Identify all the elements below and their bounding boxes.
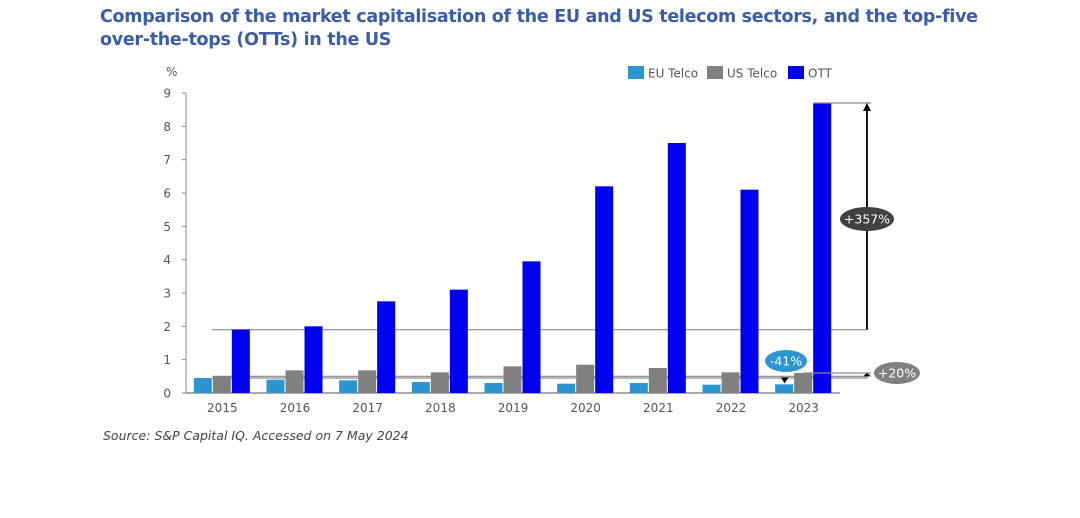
x-tick-label: 2021	[643, 401, 674, 415]
annotations: +357% +20% -41%	[765, 102, 920, 384]
bar-us-telco-2017	[358, 370, 377, 393]
eu-telco-growth-label: -41%	[770, 354, 802, 369]
bar-us-telco-2020	[576, 364, 595, 393]
legend: EU Telco US Telco OTT	[628, 66, 833, 81]
y-tick-label: 7	[163, 153, 171, 167]
us-telco-growth-label: +20%	[878, 366, 916, 381]
x-tick-label: 2015	[207, 401, 238, 415]
x-tick-label: 2018	[425, 401, 456, 415]
bar-us-telco-2019	[503, 366, 522, 393]
chart-title: Comparison of the market capitalisation …	[100, 7, 978, 50]
bar-eu-telco-2020	[557, 383, 576, 393]
y-tick-label: 3	[163, 287, 171, 301]
legend-label-eu-telco: EU Telco	[648, 67, 698, 81]
source-note: Source: S&P Capital IQ. Accessed on 7 Ma…	[103, 428, 409, 443]
y-tick-label: 6	[163, 187, 171, 201]
bar-ott-2017	[377, 301, 396, 393]
bar-us-telco-2015	[212, 376, 231, 393]
bar-eu-telco-2017	[339, 380, 358, 393]
us-telco-growth-badge	[874, 362, 920, 384]
y-tick-label: 5	[163, 220, 171, 234]
x-tick-label: 2017	[352, 401, 383, 415]
x-tick-label: 2019	[498, 401, 529, 415]
eu-telco-growth-badge	[765, 350, 807, 372]
legend-label-ott: OTT	[808, 67, 833, 81]
bar-us-telco-2018	[430, 372, 449, 393]
y-tick-label: 4	[163, 253, 171, 267]
x-tick-label: 2020	[570, 401, 601, 415]
bar-eu-telco-2016	[266, 379, 285, 393]
bar-us-telco-2021	[648, 368, 667, 393]
bar-eu-telco-2018	[411, 382, 430, 393]
bar-us-telco-2023	[794, 373, 813, 393]
bar-eu-telco-2015	[193, 378, 212, 393]
y-tick-label: 9	[163, 87, 171, 101]
x-tick-label: 2023	[788, 401, 819, 415]
bar-us-telco-2022	[721, 372, 740, 393]
bar-ott-2018	[449, 289, 468, 393]
y-tick-label: 8	[163, 120, 171, 134]
x-tick-label: 2022	[716, 401, 747, 415]
bars	[193, 103, 832, 393]
bar-ott-2023	[813, 103, 832, 393]
x-tick-label: 2016	[280, 401, 311, 415]
y-tick-label: 2	[163, 320, 171, 334]
bar-ott-2015	[231, 329, 250, 393]
bar-eu-telco-2021	[629, 383, 648, 393]
arrow-head-icon	[780, 377, 789, 384]
y-axis-unit-label: %	[166, 65, 177, 79]
ott-growth-badge	[840, 207, 894, 231]
y-tick-label: 0	[163, 387, 171, 401]
arrow-head-icon	[863, 373, 871, 377]
arrow-head-icon	[863, 103, 871, 111]
bar-ott-2016	[304, 326, 323, 393]
bar-ott-2020	[595, 186, 614, 393]
bar-us-telco-2016	[285, 370, 304, 393]
legend-swatch-us-telco	[707, 66, 723, 79]
legend-label-us-telco: US Telco	[727, 67, 777, 81]
bar-ott-2022	[740, 189, 759, 393]
legend-swatch-ott	[788, 66, 804, 79]
axes: 0 1 2 3 4 5 6 7 8 9% 2015 2016 2017 2018 2019 2020 2021 2…	[163, 65, 840, 415]
bar-ott-2019	[522, 261, 541, 393]
y-tick-label: 1	[163, 353, 171, 367]
bar-eu-telco-2022	[702, 384, 721, 393]
bar-eu-telco-2019	[484, 383, 503, 393]
ott-growth-label: +357%	[844, 212, 890, 227]
legend-swatch-eu-telco	[628, 66, 644, 79]
bar-eu-telco-2023	[775, 384, 794, 393]
bar-ott-2021	[667, 143, 686, 393]
